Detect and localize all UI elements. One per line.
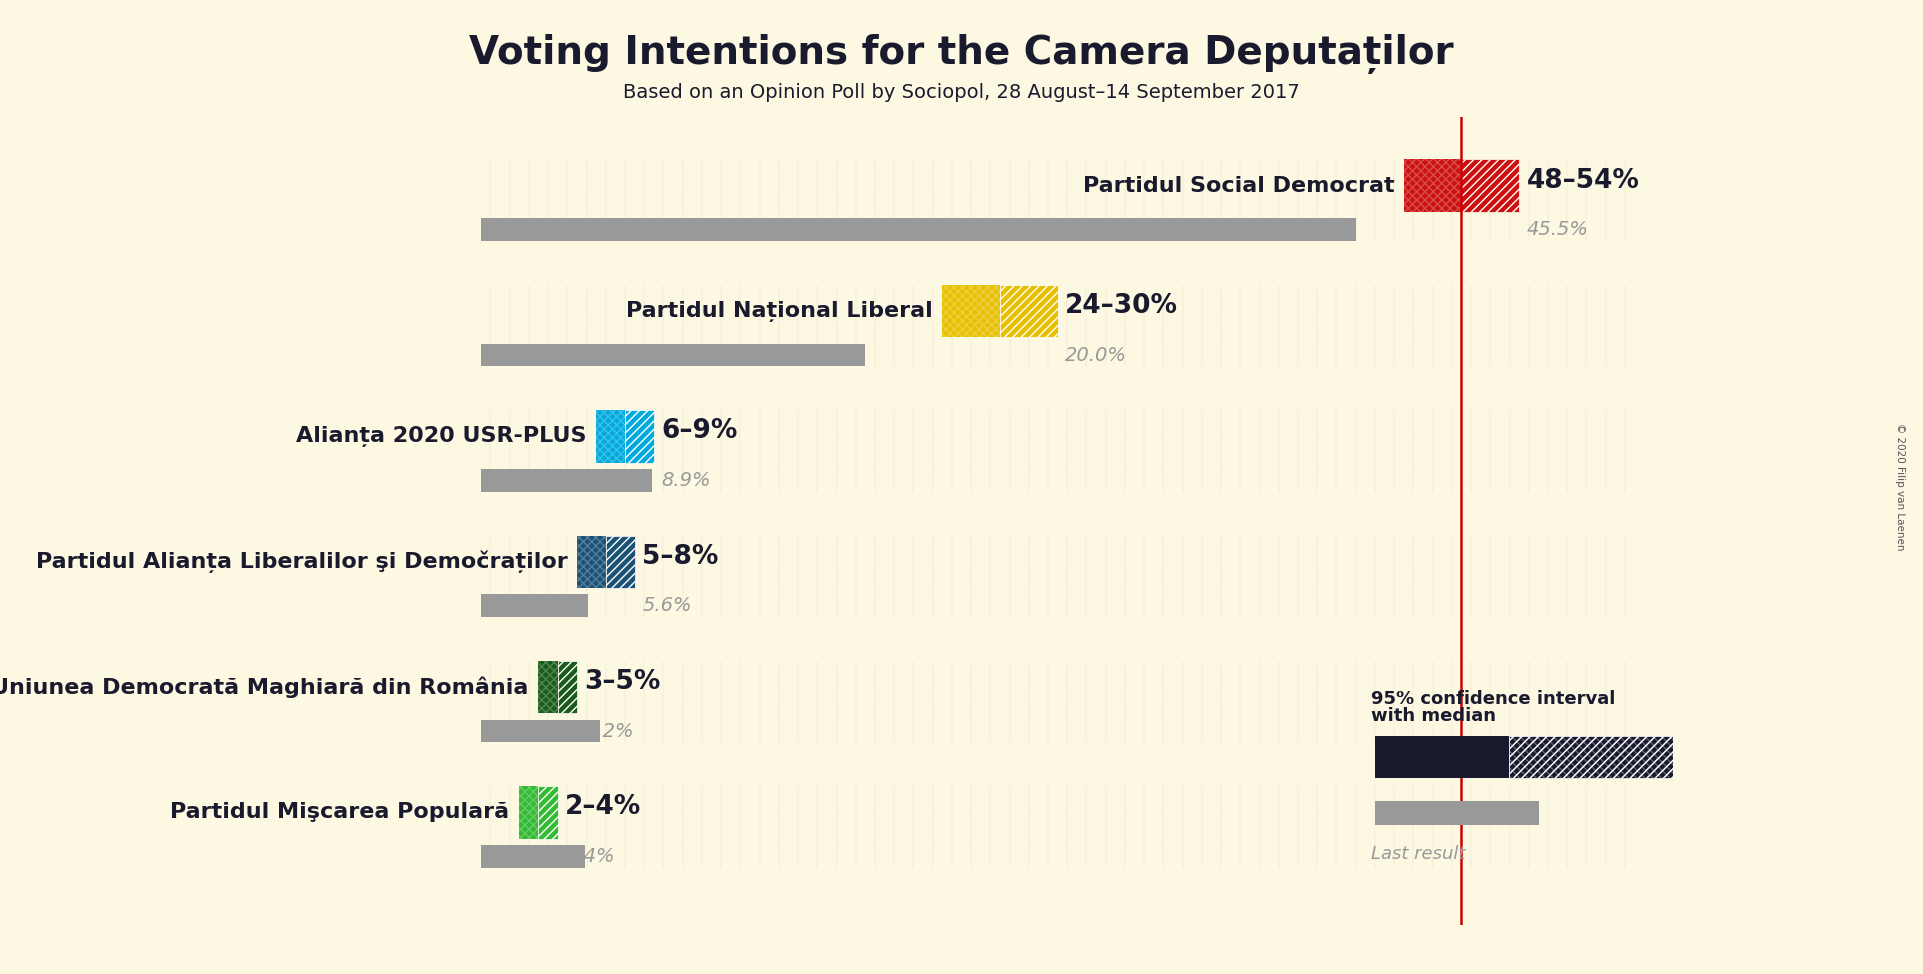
Bar bbox=[538, 660, 558, 714]
Text: 5–8%: 5–8% bbox=[642, 543, 719, 570]
Bar bbox=[942, 284, 1000, 337]
Bar bbox=[577, 536, 606, 588]
Text: © 2020 Filip van Laenen: © 2020 Filip van Laenen bbox=[1894, 424, 1906, 550]
Bar bbox=[577, 536, 606, 588]
Text: Partidul Național Liberal: Partidul Național Liberal bbox=[625, 301, 933, 321]
Text: Alianța 2020 USR-PLUS: Alianța 2020 USR-PLUS bbox=[296, 426, 587, 447]
Bar bbox=[942, 284, 1000, 337]
Text: 2–4%: 2–4% bbox=[565, 795, 642, 820]
Text: 20.0%: 20.0% bbox=[1065, 346, 1127, 364]
Text: Partidul Social Democrat: Partidul Social Democrat bbox=[1083, 176, 1394, 196]
Text: 8.9%: 8.9% bbox=[662, 470, 712, 490]
Text: 95% confidence interval: 95% confidence interval bbox=[1371, 691, 1615, 708]
Bar bbox=[558, 660, 577, 714]
Text: with median: with median bbox=[1371, 707, 1496, 725]
Text: 24–30%: 24–30% bbox=[1065, 293, 1179, 319]
Bar bbox=[1461, 160, 1519, 212]
Text: Based on an Opinion Poll by Sociopol, 28 August–14 September 2017: Based on an Opinion Poll by Sociopol, 28… bbox=[623, 83, 1300, 102]
Bar bbox=[481, 720, 600, 742]
Bar bbox=[538, 660, 558, 714]
Text: 45.5%: 45.5% bbox=[1527, 220, 1588, 240]
Text: 3–5%: 3–5% bbox=[585, 669, 662, 695]
Bar bbox=[1375, 801, 1538, 825]
Text: 5.4%: 5.4% bbox=[565, 846, 615, 866]
Text: 6–9%: 6–9% bbox=[662, 419, 738, 444]
Text: 6.2%: 6.2% bbox=[585, 722, 635, 740]
Bar bbox=[481, 845, 585, 868]
Bar bbox=[481, 344, 865, 366]
Text: Voting Intentions for the Camera Deputaților: Voting Intentions for the Camera Deputaț… bbox=[469, 34, 1454, 74]
Text: Partidul Alianța Liberalilor şi Demočraților: Partidul Alianța Liberalilor şi Demočraț… bbox=[35, 550, 567, 573]
Text: Partidul Mişcarea Populară: Partidul Mişcarea Populară bbox=[171, 803, 510, 822]
Bar bbox=[481, 218, 1356, 241]
Bar bbox=[1510, 735, 1673, 778]
Bar bbox=[596, 410, 625, 463]
Bar bbox=[1404, 160, 1461, 212]
Bar bbox=[625, 410, 654, 463]
Bar bbox=[1510, 735, 1673, 778]
Text: 5.6%: 5.6% bbox=[642, 596, 692, 616]
Bar bbox=[606, 536, 635, 588]
Bar bbox=[519, 786, 538, 839]
Bar bbox=[1375, 735, 1510, 778]
Bar bbox=[1000, 284, 1058, 337]
Bar bbox=[596, 410, 625, 463]
Bar bbox=[481, 594, 588, 617]
Bar bbox=[538, 786, 558, 839]
Bar bbox=[519, 786, 538, 839]
Bar bbox=[481, 469, 652, 492]
Bar bbox=[1404, 160, 1461, 212]
Text: 48–54%: 48–54% bbox=[1527, 168, 1640, 194]
Text: Uniunea Democrată Maghiară din România: Uniunea Democrată Maghiară din România bbox=[0, 676, 529, 698]
Text: Last result: Last result bbox=[1371, 845, 1465, 863]
